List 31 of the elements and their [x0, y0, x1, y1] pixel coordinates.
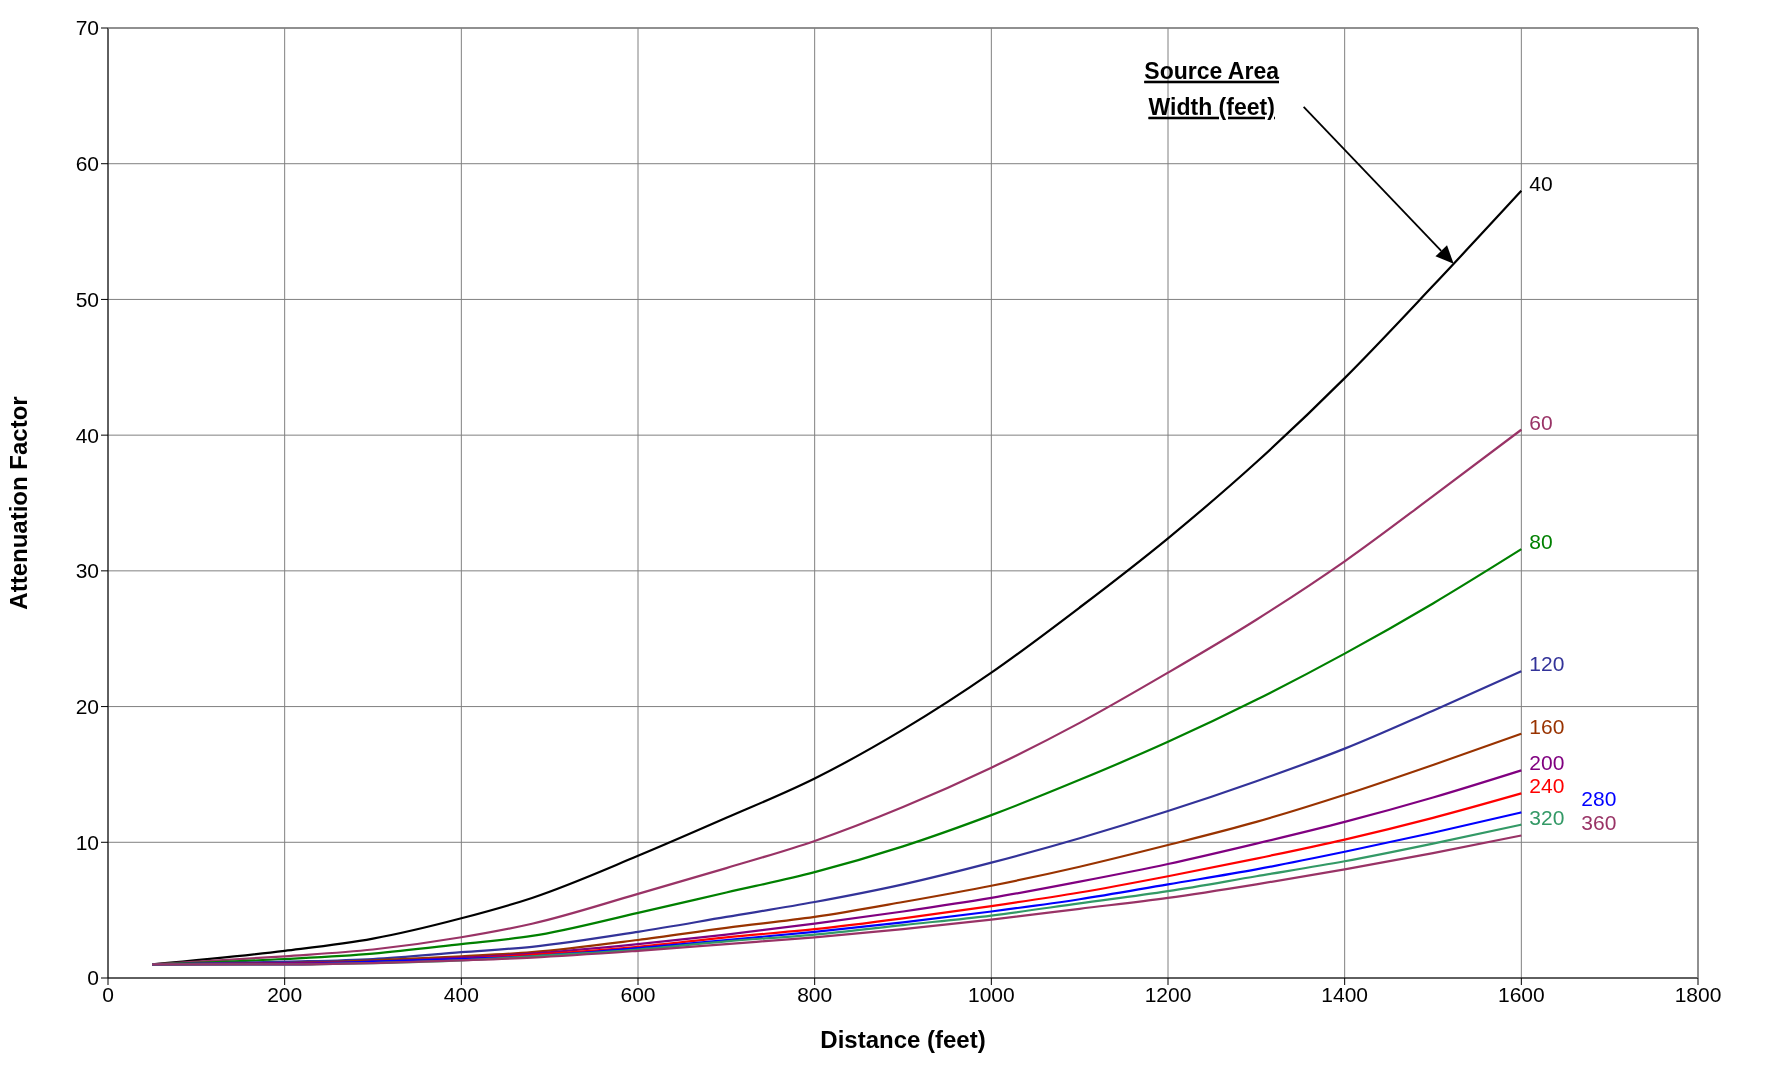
text: 280: [1581, 787, 1617, 811]
y-tick-label: 30: [75, 559, 99, 583]
y-axis-title: Attenuation Factor: [4, 396, 32, 610]
series-label: 320: [1529, 805, 1565, 829]
y-tick-label: 0: [87, 966, 99, 990]
y-tick-label: 50: [75, 287, 99, 311]
x-tick-label: 1600: [1497, 982, 1545, 1006]
x-tick-label: 1800: [1674, 982, 1722, 1006]
x-tick-label: 1400: [1321, 982, 1369, 1006]
y-tick-label: 60: [75, 152, 99, 176]
series-label: 160: [1529, 714, 1565, 738]
series-label: 80: [1529, 530, 1553, 554]
x-tick-label: 800: [797, 982, 833, 1006]
y-tick-label: 10: [75, 830, 99, 854]
series-label: 40: [1529, 171, 1553, 195]
x-tick-label: 200: [267, 982, 303, 1006]
x-tick-label: 600: [620, 982, 656, 1006]
x-tick-label: 400: [443, 982, 479, 1006]
series-label: 200: [1529, 751, 1565, 775]
x-tick-label: 1200: [1144, 982, 1192, 1006]
x-axis-title: Distance (feet): [820, 1026, 986, 1053]
y-tick-label: 40: [75, 423, 99, 447]
series-label: 120: [1529, 652, 1565, 676]
series-label: 240: [1529, 774, 1565, 798]
text: 360: [1581, 810, 1617, 834]
x-tick-label: 1000: [967, 982, 1015, 1006]
annotation: Source Area Width (feet): [1144, 57, 1280, 120]
y-tick-label: 70: [75, 16, 99, 40]
x-tick-label: 0: [102, 982, 114, 1006]
series-label: 60: [1529, 410, 1553, 434]
y-tick-label: 20: [75, 695, 99, 719]
